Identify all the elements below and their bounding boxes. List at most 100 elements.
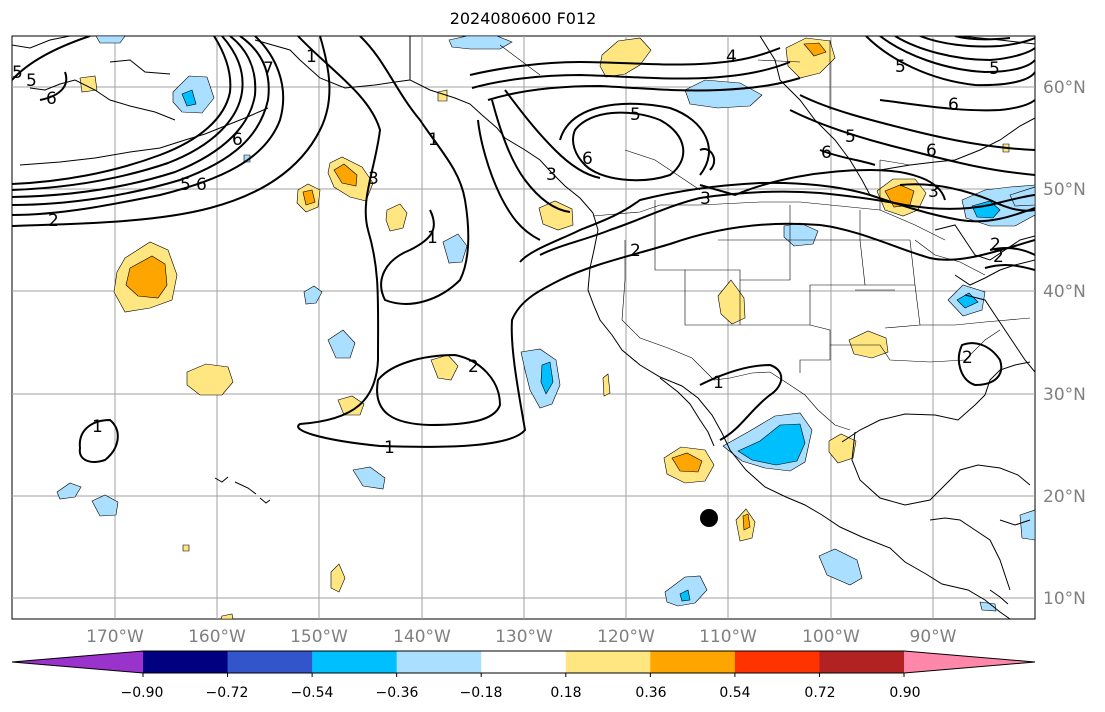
- colorbar-segment: [227, 651, 313, 673]
- coastlines: [12, 36, 1035, 619]
- anomaly-patch: [599, 37, 652, 78]
- anomaly-patch: [442, 233, 468, 264]
- lon-label: 130°W: [495, 627, 553, 647]
- anomaly-patch: [828, 433, 857, 464]
- lon-label: 90°W: [910, 627, 957, 647]
- anomaly-patch: [303, 285, 323, 305]
- contour-label: 6: [926, 141, 937, 161]
- contour-lines: [12, 36, 1035, 463]
- map-title: 2024080600 F012: [449, 9, 597, 28]
- colorbar-segments: [11, 650, 1036, 674]
- contour-label: 2: [993, 247, 1004, 267]
- contour-label: 1: [306, 47, 317, 67]
- contour-label: 5: [989, 59, 1000, 79]
- colorbar-extend-min: [12, 651, 143, 673]
- contour-label: 7: [263, 59, 274, 79]
- colorbar-tick-label: −0.90: [121, 685, 164, 701]
- anomaly-patch: [56, 482, 82, 500]
- contour-label: 3: [928, 182, 939, 202]
- lon-label: 110°W: [699, 627, 757, 647]
- colorbar-extend-max: [904, 651, 1035, 673]
- colorbar-segment: [819, 651, 905, 673]
- lon-label: 100°W: [802, 627, 860, 647]
- contour-label: 5: [845, 127, 856, 147]
- colorbar-tick-label: −0.18: [460, 685, 503, 701]
- colorbar-tick-label: 0.72: [804, 685, 835, 701]
- anomaly-patch: [385, 203, 408, 232]
- lat-label: 50°N: [1043, 180, 1086, 200]
- contour-label: 6: [582, 149, 593, 169]
- colorbar-segment: [565, 651, 651, 673]
- anomaly-patch: [818, 548, 863, 586]
- contour-label: 5: [895, 57, 906, 77]
- contour-label: 1: [92, 417, 103, 437]
- contour-label: 5: [180, 175, 191, 195]
- anomaly-patch: [538, 200, 574, 231]
- contour-label: 1: [427, 228, 438, 248]
- contour-label: 2: [468, 357, 479, 377]
- colorbar-tick-label: 0.36: [635, 685, 666, 701]
- contour-label: 6: [232, 130, 243, 150]
- contour-label: 1: [384, 438, 395, 458]
- colorbar-tick-label: 0.18: [550, 685, 581, 701]
- anomaly-patch: [181, 89, 197, 107]
- anomaly-patch: [671, 452, 703, 473]
- contour-label: 2: [962, 348, 973, 368]
- colorbar-segment: [396, 651, 482, 673]
- colorbar-segment: [481, 651, 567, 673]
- colorbar-tick-label: −0.36: [376, 685, 419, 701]
- lat-label: 20°N: [1043, 487, 1086, 507]
- contour-label: 6: [821, 143, 832, 163]
- contour-label: 2: [990, 235, 1001, 255]
- colorbar-tick-label: 0.90: [889, 685, 920, 701]
- anomaly-patch: [333, 163, 358, 187]
- shaded-positive-anomalies: [79, 37, 1010, 619]
- lon-label: 120°W: [597, 627, 655, 647]
- contour-label: 2: [630, 241, 641, 261]
- colorbar-segment: [143, 651, 229, 673]
- anomaly-patch: [679, 589, 691, 602]
- colorbar-tick-label: −0.54: [291, 685, 334, 701]
- colorbar-tick-label: −0.72: [206, 685, 249, 701]
- lon-label: 140°W: [393, 627, 451, 647]
- anomaly-patch: [95, 36, 126, 44]
- anomaly-patch: [540, 361, 554, 395]
- map-panel: 5 6 7 6 5 6 5 4 6 5 3 2 1 1 1 2 3 5 6 5: [11, 35, 1036, 620]
- colorbar-segment: [312, 651, 398, 673]
- anomaly-patch: [302, 189, 316, 206]
- anomaly-patch: [1019, 509, 1035, 541]
- anomaly-patch: [848, 330, 889, 359]
- anomaly-patch: [803, 42, 827, 57]
- contour-label: 1: [713, 373, 724, 393]
- anomaly-patch: [327, 329, 356, 359]
- anomaly-patch: [79, 75, 98, 93]
- colorbar-tick-label: 0.54: [719, 685, 750, 701]
- anomaly-patch: [979, 601, 997, 612]
- shaded-negative-anomalies: [56, 36, 1035, 612]
- contour-label: 3: [700, 189, 711, 209]
- contour-label: 6: [46, 89, 57, 109]
- contour-label: 3: [546, 165, 557, 185]
- anomaly-patch: [437, 89, 448, 102]
- anomaly-patch: [91, 494, 119, 517]
- anomaly-patch: [220, 613, 234, 619]
- lon-label: 160°W: [188, 627, 246, 647]
- colorbar: −0.90 −0.72 −0.54 −0.36 −0.18 0.18 0.36 …: [11, 650, 1036, 701]
- contour-label: 5: [12, 63, 23, 83]
- anomaly-patch: [717, 279, 746, 325]
- anomaly-patch: [742, 513, 751, 531]
- lat-label: 30°N: [1043, 385, 1086, 405]
- graticule: [12, 36, 1035, 619]
- colorbar-ticks: [142, 673, 905, 677]
- contour-label: 6: [196, 175, 207, 195]
- anomaly-patch: [337, 395, 365, 416]
- colorbar-segment: [650, 651, 736, 673]
- anomaly-patch: [186, 363, 234, 396]
- anomaly-patch: [330, 563, 346, 593]
- lon-label: 150°W: [290, 627, 348, 647]
- longitude-labels: 170°W 160°W 150°W 140°W 130°W 120°W 110°…: [86, 627, 957, 647]
- political-borders: [499, 40, 1031, 431]
- lon-label: 170°W: [86, 627, 144, 647]
- lat-label: 60°N: [1043, 78, 1086, 98]
